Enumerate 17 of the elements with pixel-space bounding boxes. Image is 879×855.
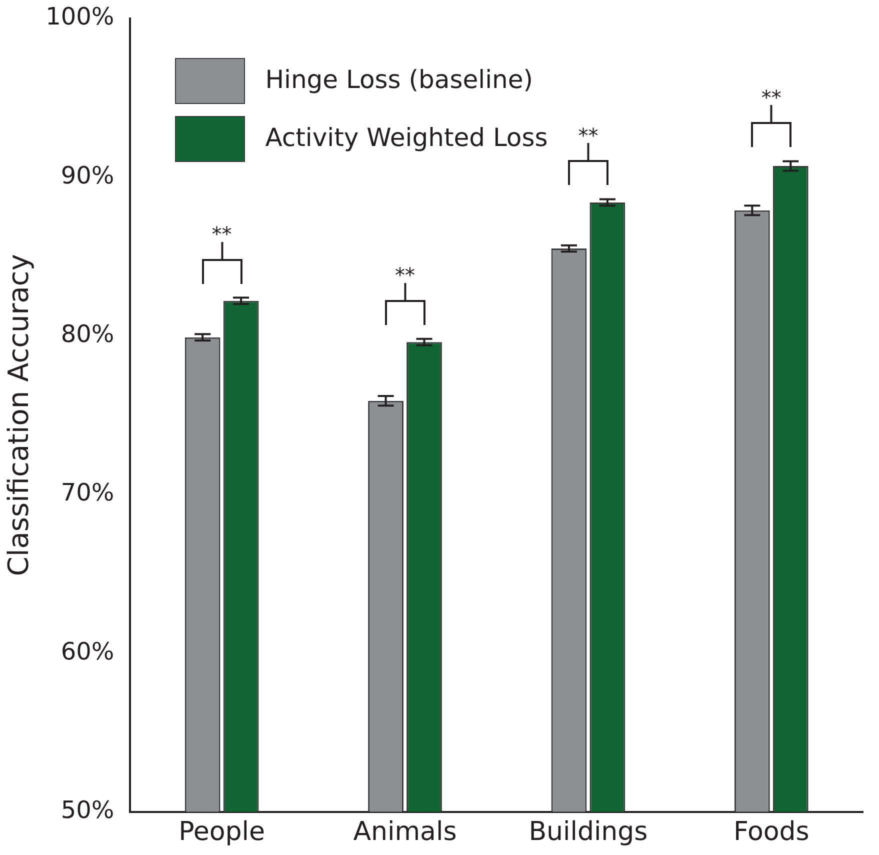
legend-label: Activity Weighted Loss bbox=[265, 122, 548, 154]
x-tick-label: Buildings bbox=[528, 817, 648, 848]
annotation: ** bbox=[212, 222, 232, 246]
annotation: ** bbox=[395, 263, 416, 288]
legend-label: Hinge Loss (baseline) bbox=[265, 64, 533, 96]
y-tick-label: 90% bbox=[60, 161, 114, 190]
y-tick-label: 50% bbox=[60, 796, 114, 824]
y-tick-label: 70% bbox=[60, 478, 114, 507]
annotation: ** bbox=[578, 124, 598, 148]
annotation: ** bbox=[761, 85, 782, 110]
y-tick-label: 100% bbox=[46, 2, 114, 31]
y-tick-label: 80% bbox=[60, 320, 114, 348]
y-axis-title: Classification Accuracy bbox=[2, 254, 36, 576]
x-tick-label: Foods bbox=[733, 817, 810, 848]
x-tick-label: People bbox=[178, 817, 266, 848]
y-tick-label: 60% bbox=[60, 637, 114, 666]
x-tick-label: Animals bbox=[353, 817, 457, 848]
